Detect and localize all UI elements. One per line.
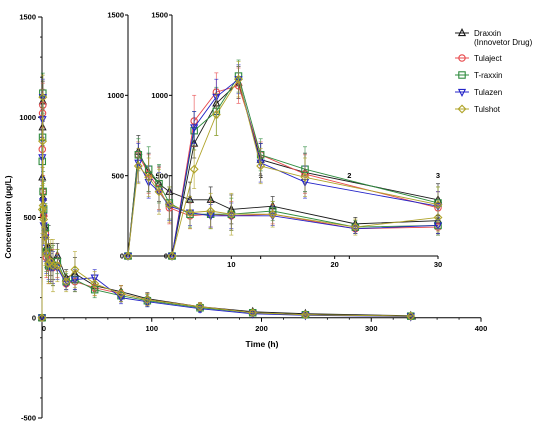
data-point	[350, 222, 360, 232]
y-tick-label: 1000	[19, 113, 36, 122]
data-point	[123, 251, 133, 261]
legend-marker	[457, 27, 467, 37]
inset-mid-x-tick-label: 30	[434, 260, 442, 269]
x-axis-title: Time (h)	[246, 339, 279, 349]
inset-early-y-tick-label: 1500	[151, 11, 168, 20]
series-4	[37, 74, 416, 323]
data-point	[39, 215, 49, 224]
legend-item-2: T-raxxin	[455, 71, 502, 80]
x-tick-label: 0	[42, 324, 46, 333]
data-point	[256, 161, 266, 171]
data-point	[433, 200, 443, 210]
data-point	[189, 164, 199, 174]
data-point	[406, 311, 416, 321]
legend-marker	[458, 54, 466, 62]
inset-early-x-tick-label: 3	[436, 171, 440, 180]
x-tick-label: 200	[255, 324, 268, 333]
data-point	[40, 233, 50, 243]
data-point	[300, 172, 310, 182]
inset-early-y-tick-label: 500	[155, 171, 168, 180]
legend-label: Tulaject	[474, 54, 502, 63]
data-point	[234, 74, 243, 84]
data-point	[268, 209, 278, 219]
inset-early-y-tick-label: 0	[164, 252, 168, 261]
y-tick-label: -500	[21, 414, 36, 423]
inset-early-y-tick-label: 1000	[151, 91, 168, 100]
x-tick-label: 300	[365, 324, 378, 333]
legend-label: T-raxxin	[474, 71, 502, 80]
x-tick-label: 400	[475, 324, 488, 333]
data-point	[206, 206, 216, 216]
y-tick-label: 0	[32, 313, 36, 322]
legend-label: Draxxin	[474, 29, 501, 38]
data-point	[90, 279, 100, 289]
data-point	[116, 289, 126, 299]
inset-y-tick-label: 1500	[107, 11, 124, 20]
inset-mid-x-tick-label: 10	[227, 260, 235, 269]
data-point	[144, 172, 154, 182]
data-point	[211, 110, 221, 120]
legend: Draxxin(Innovetor Drug) Tulaject T-raxxin T…	[455, 27, 533, 114]
series-early-4	[167, 61, 443, 261]
data-point	[185, 208, 195, 218]
inset-mid-x-tick-label: 20	[330, 260, 338, 269]
inset-plot: 005005001000100015001500102030123	[107, 11, 443, 269]
inset-y-tick-label: 500	[111, 171, 124, 180]
data-point	[248, 308, 258, 318]
legend-item-3: Tulazen	[455, 88, 502, 98]
y-tick-label: 500	[23, 213, 36, 222]
data-point	[190, 124, 199, 133]
data-point	[37, 313, 47, 323]
data-point	[167, 252, 177, 262]
legend-item-4: Tulshot	[455, 104, 501, 114]
inset-background	[128, 15, 438, 256]
data-point	[70, 265, 80, 275]
legend-item-0: Draxxin(Innovetor Drug)	[455, 27, 533, 47]
legend-marker	[457, 104, 467, 114]
data-point	[300, 310, 310, 320]
legend-label: Tulazen	[474, 88, 502, 97]
legend-label-line2: (Innovetor Drug)	[474, 38, 533, 47]
data-point	[52, 261, 62, 271]
data-point	[142, 295, 152, 305]
data-point	[154, 187, 164, 197]
data-point	[38, 136, 48, 146]
legend-label: Tulshot	[474, 105, 501, 114]
legend-item-1: Tulaject	[455, 54, 502, 63]
legend-marker	[458, 71, 466, 79]
inset-y-tick-label: 1000	[107, 91, 124, 100]
inset-early-x-tick-label: 2	[347, 171, 351, 180]
y-tick-label: 1500	[19, 13, 36, 22]
data-point	[38, 92, 48, 102]
data-point	[167, 251, 177, 261]
data-point	[195, 302, 205, 312]
data-point	[164, 200, 174, 210]
data-point	[133, 161, 143, 171]
legend-marker	[457, 88, 467, 98]
inset-y-tick-label: 0	[120, 252, 124, 261]
y-axis-title: Concentration (µg/L)	[3, 175, 13, 258]
data-point	[38, 200, 48, 210]
data-point	[61, 277, 71, 287]
data-point	[226, 209, 236, 219]
x-tick-label: 100	[145, 324, 158, 333]
